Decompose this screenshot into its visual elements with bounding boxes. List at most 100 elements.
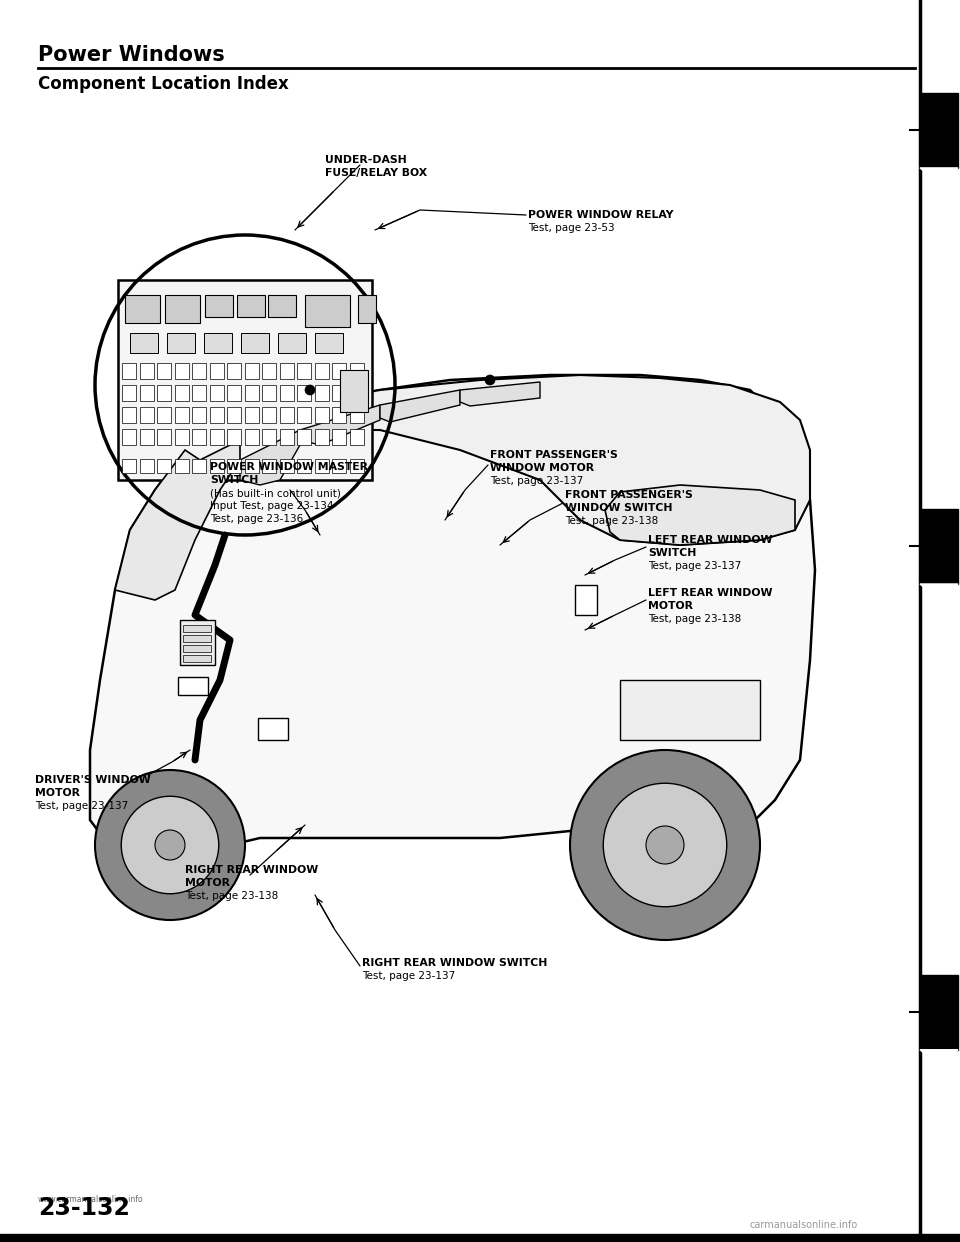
- FancyBboxPatch shape: [227, 385, 241, 401]
- FancyBboxPatch shape: [175, 407, 188, 424]
- FancyBboxPatch shape: [183, 655, 211, 662]
- FancyBboxPatch shape: [139, 460, 154, 473]
- Text: POWER WINDOW RELAY: POWER WINDOW RELAY: [528, 210, 674, 220]
- Text: FRONT PASSENGER'S: FRONT PASSENGER'S: [490, 450, 617, 460]
- Polygon shape: [115, 440, 240, 600]
- Polygon shape: [185, 375, 810, 545]
- FancyBboxPatch shape: [227, 363, 241, 379]
- Text: Power Windows: Power Windows: [38, 45, 225, 65]
- FancyBboxPatch shape: [157, 460, 171, 473]
- FancyBboxPatch shape: [245, 428, 258, 445]
- FancyBboxPatch shape: [175, 385, 188, 401]
- FancyBboxPatch shape: [139, 363, 154, 379]
- FancyBboxPatch shape: [175, 428, 188, 445]
- Circle shape: [570, 750, 760, 940]
- Text: LEFT REAR WINDOW: LEFT REAR WINDOW: [648, 535, 773, 545]
- FancyBboxPatch shape: [332, 428, 346, 445]
- FancyBboxPatch shape: [262, 363, 276, 379]
- FancyBboxPatch shape: [192, 428, 206, 445]
- FancyBboxPatch shape: [167, 333, 195, 353]
- Polygon shape: [920, 1049, 958, 1066]
- Text: RIGHT REAR WINDOW: RIGHT REAR WINDOW: [185, 864, 319, 876]
- Text: FUSE/RELAY BOX: FUSE/RELAY BOX: [325, 168, 427, 178]
- FancyBboxPatch shape: [920, 93, 958, 168]
- Text: LEFT REAR WINDOW: LEFT REAR WINDOW: [648, 587, 773, 597]
- Text: MOTOR: MOTOR: [35, 787, 80, 799]
- FancyBboxPatch shape: [139, 428, 154, 445]
- FancyBboxPatch shape: [297, 428, 311, 445]
- FancyBboxPatch shape: [192, 363, 206, 379]
- Text: WINDOW SWITCH: WINDOW SWITCH: [565, 503, 673, 513]
- Circle shape: [121, 796, 219, 894]
- FancyBboxPatch shape: [279, 363, 294, 379]
- Polygon shape: [90, 375, 815, 881]
- Text: MOTOR: MOTOR: [185, 878, 230, 888]
- FancyBboxPatch shape: [209, 428, 224, 445]
- FancyBboxPatch shape: [315, 385, 328, 401]
- Text: www.carmanualsonline.info: www.carmanualsonline.info: [38, 1195, 144, 1203]
- FancyBboxPatch shape: [262, 428, 276, 445]
- FancyBboxPatch shape: [192, 407, 206, 424]
- FancyBboxPatch shape: [245, 460, 258, 473]
- FancyBboxPatch shape: [315, 333, 343, 353]
- FancyBboxPatch shape: [227, 407, 241, 424]
- Text: MOTOR: MOTOR: [648, 601, 693, 611]
- Text: Test, page 23-138: Test, page 23-138: [565, 515, 659, 527]
- FancyBboxPatch shape: [297, 385, 311, 401]
- FancyBboxPatch shape: [332, 363, 346, 379]
- FancyBboxPatch shape: [183, 645, 211, 652]
- FancyBboxPatch shape: [205, 296, 233, 317]
- Polygon shape: [380, 390, 460, 422]
- Text: FRONT PASSENGER'S: FRONT PASSENGER'S: [565, 491, 693, 501]
- FancyBboxPatch shape: [332, 407, 346, 424]
- FancyBboxPatch shape: [183, 625, 211, 632]
- FancyBboxPatch shape: [122, 407, 136, 424]
- FancyBboxPatch shape: [349, 428, 364, 445]
- FancyBboxPatch shape: [209, 363, 224, 379]
- FancyBboxPatch shape: [315, 363, 328, 379]
- FancyBboxPatch shape: [175, 363, 188, 379]
- Text: Test, page 23-137: Test, page 23-137: [35, 801, 129, 811]
- FancyBboxPatch shape: [125, 296, 160, 323]
- FancyBboxPatch shape: [157, 407, 171, 424]
- Text: Input Test, page 23-134: Input Test, page 23-134: [210, 501, 333, 510]
- FancyBboxPatch shape: [183, 635, 211, 642]
- FancyBboxPatch shape: [315, 460, 328, 473]
- FancyBboxPatch shape: [279, 460, 294, 473]
- Text: Test, page 23-138: Test, page 23-138: [648, 614, 741, 623]
- Text: UNDER-DASH: UNDER-DASH: [325, 155, 407, 165]
- FancyBboxPatch shape: [227, 428, 241, 445]
- FancyBboxPatch shape: [349, 385, 364, 401]
- FancyBboxPatch shape: [268, 296, 296, 317]
- FancyBboxPatch shape: [209, 460, 224, 473]
- FancyBboxPatch shape: [192, 460, 206, 473]
- FancyBboxPatch shape: [297, 407, 311, 424]
- FancyBboxPatch shape: [157, 363, 171, 379]
- FancyBboxPatch shape: [122, 385, 136, 401]
- Circle shape: [646, 826, 684, 864]
- FancyBboxPatch shape: [139, 407, 154, 424]
- FancyBboxPatch shape: [175, 460, 188, 473]
- FancyBboxPatch shape: [332, 385, 346, 401]
- Text: Test, page 23-53: Test, page 23-53: [528, 224, 614, 233]
- Polygon shape: [605, 484, 795, 545]
- FancyBboxPatch shape: [262, 407, 276, 424]
- Polygon shape: [920, 168, 958, 184]
- Text: DRIVER'S WINDOW: DRIVER'S WINDOW: [35, 775, 151, 785]
- Text: (Has built-in control unit): (Has built-in control unit): [210, 488, 341, 498]
- FancyBboxPatch shape: [241, 333, 269, 353]
- FancyBboxPatch shape: [297, 460, 311, 473]
- Text: WINDOW MOTOR: WINDOW MOTOR: [490, 463, 594, 473]
- FancyBboxPatch shape: [245, 385, 258, 401]
- FancyBboxPatch shape: [157, 428, 171, 445]
- FancyBboxPatch shape: [349, 460, 364, 473]
- Circle shape: [603, 784, 727, 907]
- Circle shape: [485, 375, 495, 385]
- FancyBboxPatch shape: [209, 407, 224, 424]
- FancyBboxPatch shape: [620, 681, 760, 740]
- FancyBboxPatch shape: [278, 333, 306, 353]
- FancyBboxPatch shape: [139, 385, 154, 401]
- Text: SWITCH: SWITCH: [210, 474, 258, 484]
- FancyBboxPatch shape: [118, 279, 372, 479]
- FancyBboxPatch shape: [122, 428, 136, 445]
